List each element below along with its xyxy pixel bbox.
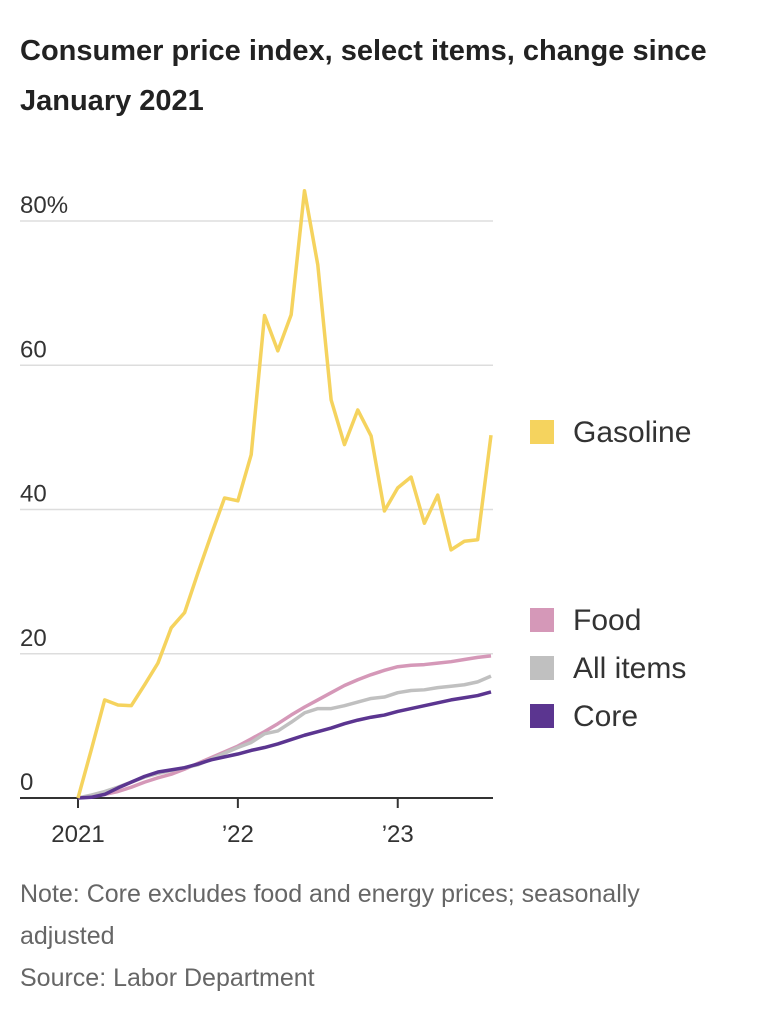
y-tick-label: 40 [20,481,47,508]
line-series [77,690,492,800]
y-tick-label: 80% [20,192,68,219]
legend-swatch [530,704,554,728]
chart: 0 20 40 60 80% 2021 ’22 ’23 Gasoline Food All item… [20,188,691,848]
y-tick-label: 0 [20,769,33,796]
legend-swatch [530,608,554,632]
legend-label: Gasoline [573,416,691,449]
line-series [77,654,492,800]
legend-swatch [530,420,554,444]
y-tick-label: 20 [20,625,47,652]
note: Note: Core excludes food and energy pric… [20,880,640,950]
legend-label: Food [573,604,641,637]
legend-swatch [530,656,554,680]
x-tick-label: 2021 [51,821,104,848]
chart-title: Consumer price index, select items, chan… [20,35,707,117]
y-tick-label: 60 [20,336,47,363]
x-tick-label: ’23 [382,821,414,848]
source: Source: Labor Department [20,964,315,992]
legend-label: Core [573,700,638,733]
line-series [76,188,493,799]
x-tick-label: ’22 [222,821,254,848]
legend-label: All items [573,652,686,685]
